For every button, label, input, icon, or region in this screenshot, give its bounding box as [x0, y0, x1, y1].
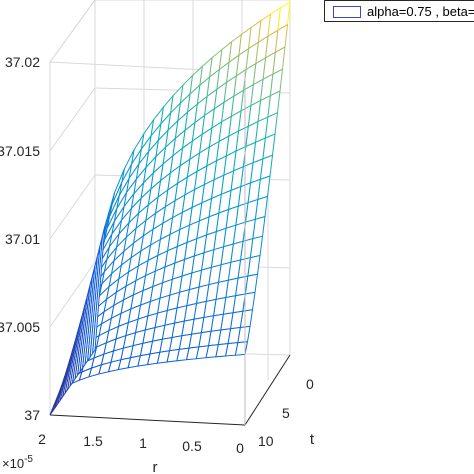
x-tick-label: 0 [236, 440, 244, 456]
y-tick-label: 5 [282, 405, 290, 421]
legend-swatch [333, 6, 361, 18]
z-tick-label: 37.01 [5, 231, 40, 247]
z-tick-label: 37 [24, 407, 40, 423]
x-axis: 2 1.5 1 0.5 0 ×10-5 r [2, 431, 244, 474]
x-axis-label: r [153, 459, 158, 474]
z-tick-label: 37.015 [0, 143, 40, 159]
y-tick-label: 0 [306, 376, 314, 392]
z-axis: 37 37.005 37.01 37.015 37.02 [0, 54, 40, 423]
x-tick-label: 2 [38, 431, 46, 447]
x-exponent-power: -5 [24, 454, 33, 465]
x-exponent-base: ×10 [2, 456, 24, 471]
y-axis-label: t [310, 431, 315, 448]
surface-mesh [49, 1, 291, 416]
x-tick-label: 1 [139, 435, 147, 451]
axes-frame [49, 72, 291, 426]
x-exponent: ×10-5 [2, 454, 33, 471]
legend-entry: alpha=0.75 , beta= [367, 4, 474, 19]
x-tick-label: 1.5 [83, 433, 103, 449]
legend: alpha=0.75 , beta= [324, 0, 474, 22]
z-tick-label: 37.02 [5, 54, 40, 70]
z-tick-label: 37.005 [0, 319, 40, 335]
y-axis: 0 5 10 t [258, 376, 315, 449]
y-tick-label: 10 [258, 433, 274, 449]
x-tick-label: 0.5 [182, 438, 202, 454]
